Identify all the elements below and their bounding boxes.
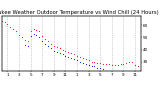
Point	[76, 55, 78, 56]
Point	[67, 51, 70, 53]
Point	[79, 56, 81, 58]
Point	[24, 44, 26, 45]
Point	[102, 63, 104, 65]
Point	[50, 43, 52, 44]
Point	[116, 65, 119, 66]
Point	[38, 31, 41, 32]
Point	[73, 54, 75, 55]
Point	[44, 38, 46, 39]
Point	[6, 23, 9, 25]
Point	[125, 62, 128, 64]
Point	[12, 28, 15, 30]
Point	[96, 62, 99, 64]
Point	[47, 40, 49, 42]
Point	[26, 40, 29, 42]
Point	[3, 21, 6, 22]
Point	[73, 59, 75, 60]
Point	[113, 65, 116, 66]
Point	[55, 51, 58, 53]
Point	[93, 66, 96, 67]
Point	[70, 52, 72, 54]
Point	[82, 62, 84, 64]
Point	[99, 67, 101, 68]
Point	[64, 50, 67, 51]
Point	[32, 33, 35, 35]
Point	[64, 55, 67, 56]
Point	[90, 66, 93, 67]
Point	[119, 63, 122, 65]
Point	[102, 68, 104, 70]
Point	[70, 57, 72, 59]
Point	[41, 36, 44, 37]
Point	[76, 60, 78, 61]
Point	[21, 37, 23, 38]
Point	[35, 34, 38, 36]
Point	[82, 57, 84, 59]
Point	[55, 46, 58, 48]
Point	[58, 52, 61, 54]
Point	[32, 28, 35, 30]
Point	[87, 65, 90, 66]
Point	[122, 63, 125, 65]
Point	[29, 36, 32, 37]
Point	[84, 59, 87, 60]
Point	[134, 65, 136, 66]
Title: Milwaukee Weather Outdoor Temperature vs Wind Chill (24 Hours): Milwaukee Weather Outdoor Temperature vs…	[0, 10, 159, 15]
Point	[50, 48, 52, 49]
Point	[96, 67, 99, 68]
Point	[24, 39, 26, 41]
Point	[9, 26, 12, 27]
Point	[93, 61, 96, 62]
Point	[137, 66, 139, 67]
Point	[61, 54, 64, 55]
Point	[44, 43, 46, 44]
Point	[29, 31, 32, 32]
Point	[41, 40, 44, 42]
Point	[111, 65, 113, 66]
Point	[61, 49, 64, 50]
Point	[26, 45, 29, 47]
Point	[105, 63, 107, 65]
Point	[52, 50, 55, 51]
Point	[87, 60, 90, 61]
Point	[128, 61, 131, 62]
Point	[18, 34, 20, 36]
Point	[15, 31, 17, 32]
Point	[131, 61, 133, 62]
Point	[79, 61, 81, 62]
Point	[67, 56, 70, 58]
Point	[99, 62, 101, 64]
Point	[90, 61, 93, 62]
Point	[52, 45, 55, 47]
Point	[84, 63, 87, 65]
Point	[0, 20, 3, 21]
Point	[58, 48, 61, 49]
Point	[47, 45, 49, 47]
Point	[35, 29, 38, 31]
Point	[38, 37, 41, 38]
Point	[108, 63, 110, 65]
